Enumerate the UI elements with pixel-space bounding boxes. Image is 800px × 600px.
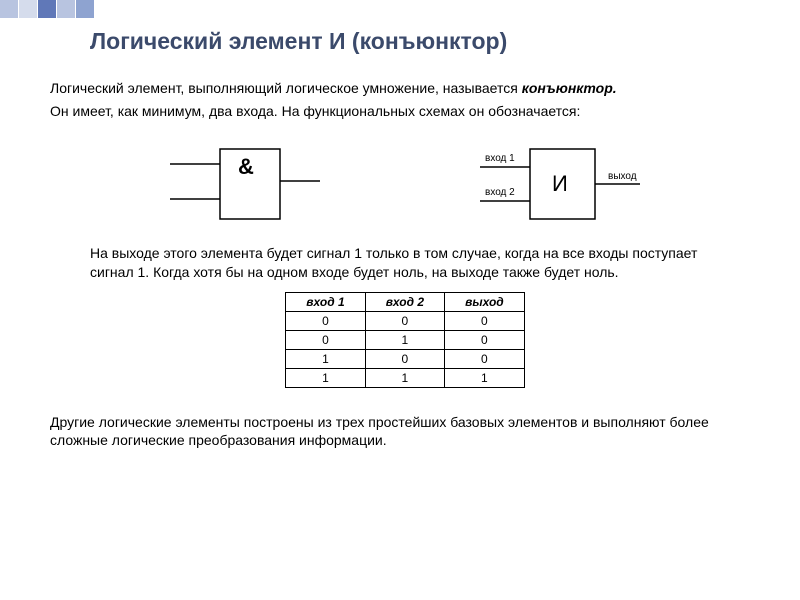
table-cell: 1 (365, 330, 444, 349)
table-row: 000 (286, 311, 524, 330)
diagram-i: вход 1 вход 2 выход И (430, 139, 660, 229)
table-row: 010 (286, 330, 524, 349)
table-cell: 0 (445, 349, 525, 368)
table-cell: 1 (286, 368, 365, 387)
table-cell: 0 (365, 349, 444, 368)
intro-text-a: Логический элемент, выполняющий логическ… (50, 80, 522, 96)
diag2-in2: вход 2 (485, 187, 515, 198)
table-cell: 1 (445, 368, 525, 387)
diag2-in1: вход 1 (485, 153, 515, 164)
slide-content: Логический элемент И (конъюнктор) Логиче… (0, 0, 800, 470)
page-title: Логический элемент И (конъюнктор) (90, 28, 760, 55)
table-cell: 1 (365, 368, 444, 387)
table-cell: 0 (445, 311, 525, 330)
table-cell: 1 (286, 349, 365, 368)
truth-table: вход 1 вход 2 выход 000010100111 (285, 292, 524, 388)
th-1: вход 1 (286, 292, 365, 311)
term-bold: конъюнктор. (522, 80, 617, 96)
closing-paragraph: Другие логические элементы построены из … (50, 413, 760, 451)
table-cell: 0 (365, 311, 444, 330)
diagrams-row: & вход 1 вход 2 выход И (50, 139, 760, 229)
diag2-symbol: И (552, 171, 568, 196)
intro-paragraph-b: Он имеет, как минимум, два входа. На фун… (50, 102, 760, 121)
table-row: 100 (286, 349, 524, 368)
diagram-ampersand: & (150, 139, 330, 229)
table-cell: 0 (286, 311, 365, 330)
table-cell: 0 (286, 330, 365, 349)
diag1-symbol: & (238, 154, 254, 179)
intro-paragraph: Логический элемент, выполняющий логическ… (50, 79, 760, 98)
explanation-paragraph: На выходе этого элемента будет сигнал 1 … (90, 244, 740, 282)
table-row: 111 (286, 368, 524, 387)
decorative-squares (0, 0, 95, 18)
table-cell: 0 (445, 330, 525, 349)
diag2-out: выход (608, 171, 637, 182)
th-2: вход 2 (365, 292, 444, 311)
th-3: выход (445, 292, 525, 311)
